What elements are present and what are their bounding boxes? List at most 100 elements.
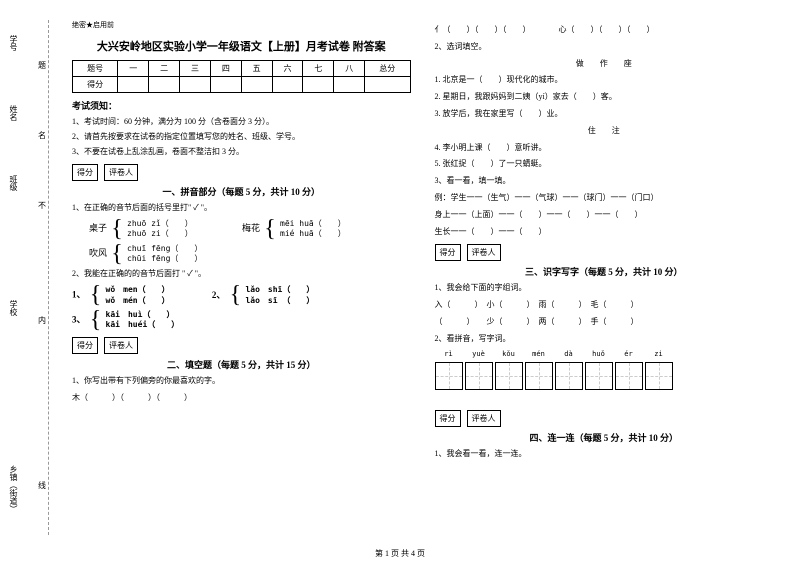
- s1-q2-row2: 3、 { kāi huì（ ）kāi huéi（ ）: [72, 310, 411, 331]
- s2-q2-l5: 5. 张红捉（ ）了一只蜻蜓。: [435, 158, 774, 171]
- pinyin-a: zhuō zǐ（ ）: [127, 219, 193, 229]
- dash-label-2: 名: [38, 130, 46, 141]
- score-row-label: 得分: [73, 77, 118, 93]
- notice-header: 考试须知：: [72, 99, 411, 112]
- pinyin-cell: kǒu: [495, 350, 523, 358]
- pinyin-a: mēi huā（ ）: [280, 219, 346, 229]
- side-label-4: 学校: [8, 300, 19, 316]
- s2-q3-ex: 例：学生一一（生气）一一（气球）一一（球门）一一（门口）: [435, 192, 774, 205]
- section-4-header: 得分 评卷人: [435, 410, 774, 427]
- th-4: 四: [210, 61, 241, 77]
- score-cell[interactable]: [118, 77, 149, 93]
- section-3-title: 三、识字写字（每题 5 分，共计 10 分）: [525, 265, 683, 278]
- grader-score[interactable]: 得分: [435, 244, 461, 261]
- num: 1、: [72, 290, 86, 300]
- left-column: 绝密★启用前 大兴安岭地区实验小学一年级语文【上册】月考试卷 附答案 题号 一 …: [60, 20, 423, 555]
- pinyin-b: zhuō zi（ ）: [127, 229, 193, 239]
- pinyin-cell: dà: [555, 350, 583, 358]
- section-2-header: 得分 评卷人: [72, 337, 411, 354]
- s3-q2: 2、看拼音，写字词。: [435, 333, 774, 346]
- side-label-3: 班级: [8, 175, 19, 191]
- grader-reviewer[interactable]: 评卷人: [104, 337, 138, 354]
- pinyin-b: lǎo sī （ ）: [245, 296, 314, 306]
- score-cell[interactable]: [180, 77, 211, 93]
- grid-box[interactable]: [615, 362, 643, 390]
- pinyin-b: kāi huéi（ ）: [106, 320, 180, 330]
- grid-box[interactable]: [495, 362, 523, 390]
- item-label: 吹风: [72, 246, 107, 259]
- dash-label-5: 线: [38, 480, 46, 491]
- score-cell[interactable]: [272, 77, 303, 93]
- s3-q1-line2: （ ） 少（ ） 两（ ） 手（ ）: [435, 316, 774, 329]
- item-label: 桌子: [72, 221, 107, 234]
- s2-q1: 1、你写出带有下列偏旁的你最喜欢的字。: [72, 375, 411, 388]
- grid-box[interactable]: [555, 362, 583, 390]
- s4-q1: 1、我会看一看，连一连。: [435, 448, 774, 461]
- pinyin-a: chuī fēng（ ）: [127, 244, 202, 254]
- grid-box[interactable]: [525, 362, 553, 390]
- s2-q3-l2: 生长一一（ ）一一（ ）: [435, 226, 774, 239]
- grid-box[interactable]: [465, 362, 493, 390]
- s2-q3: 3、看一看，填一填。: [435, 175, 774, 188]
- grader-reviewer[interactable]: 评卷人: [467, 410, 501, 427]
- s1-q2: 2、我能在正确的的音节后面打 " ✓ "。: [72, 268, 411, 281]
- item-label: 梅花: [225, 221, 260, 234]
- grid-box[interactable]: [435, 362, 463, 390]
- th-7: 七: [303, 61, 334, 77]
- pinyin-a: wǒ men（ ）: [106, 285, 170, 295]
- score-cell[interactable]: [303, 77, 334, 93]
- pinyin-b: chūi fēng（ ）: [127, 254, 202, 264]
- pinyin-cell: ér: [615, 350, 643, 358]
- pinyin-cell: zi: [645, 350, 673, 358]
- s1-q1-item1: 桌子 { zhuō zǐ（ ）zhuō zi（ ） 梅花 { mēi huā（ …: [72, 219, 411, 240]
- dash-label-1: 题: [38, 60, 46, 71]
- grader-score[interactable]: 得分: [72, 164, 98, 181]
- th-0: 题号: [73, 61, 118, 77]
- pinyin-a: kāi huì（ ）: [106, 310, 180, 320]
- page-container: 绝密★启用前 大兴安岭地区实验小学一年级语文【上册】月考试卷 附答案 题号 一 …: [0, 0, 800, 565]
- th-8: 八: [334, 61, 365, 77]
- left-brace-icon: {: [264, 222, 276, 236]
- section-3-header: 得分 评卷人: [435, 244, 774, 261]
- score-cell[interactable]: [241, 77, 272, 93]
- notice-1: 1、考试时间：60 分钟，满分为 100 分（含卷面分 3 分）。: [72, 116, 411, 128]
- th-3: 三: [180, 61, 211, 77]
- grid-box[interactable]: [585, 362, 613, 390]
- side-label-5: 乡镇（街道）: [8, 465, 19, 513]
- secret-label: 绝密★启用前: [72, 20, 411, 30]
- grader-score[interactable]: 得分: [72, 337, 98, 354]
- section-1-header: 得分 评卷人: [72, 164, 411, 181]
- s1-q2-row1: 1、 { wǒ men（ ）wǒ mén（ ） 2、 { lǎo shī（ ）l…: [72, 285, 411, 306]
- grader-score[interactable]: 得分: [435, 410, 461, 427]
- score-cell[interactable]: [149, 77, 180, 93]
- grid-box[interactable]: [645, 362, 673, 390]
- left-brace-icon: {: [90, 313, 102, 327]
- side-label-2: 姓名: [8, 105, 19, 121]
- grader-reviewer[interactable]: 评卷人: [467, 244, 501, 261]
- s2-right-top: 亻（ ）（ ）（ ） 心（ ）（ ）（ ）: [435, 24, 774, 37]
- s2-q2: 2、选词填空。: [435, 41, 774, 54]
- dash-label-4: 内: [38, 315, 46, 326]
- pinyin-cell: mén: [525, 350, 553, 358]
- th-6: 六: [272, 61, 303, 77]
- side-label-1: 学号: [8, 35, 19, 51]
- s1-q1: 1、在正确的音节后面的括号里打" ✓ "。: [72, 202, 411, 215]
- pinyin-b: wǒ mén（ ）: [106, 296, 170, 306]
- score-cell[interactable]: [210, 77, 241, 93]
- notice-3: 3、不要在试卷上乱涂乱画，卷面不整洁扣 3 分。: [72, 146, 411, 158]
- score-cell[interactable]: [334, 77, 365, 93]
- left-brace-icon: {: [111, 247, 123, 261]
- s2-q3-l1: 身上一一（上面）一一（ ）一一（ ）一一（ ）: [435, 209, 774, 222]
- left-brace-icon: {: [111, 222, 123, 236]
- pinyin-row: rì yuè kǒu mén dà huǒ ér zi: [435, 350, 774, 358]
- pinyin-cell: huǒ: [585, 350, 613, 358]
- score-cell[interactable]: [365, 77, 410, 93]
- dash-label-3: 不: [38, 200, 46, 211]
- num: 3、: [72, 314, 86, 324]
- s3-q1-line: 入（ ） 小（ ） 雨（ ） 毛（ ）: [435, 299, 774, 312]
- pinyin-cell: yuè: [465, 350, 493, 358]
- s1-q1-item3: 吹风 { chuī fēng（ ）chūi fēng（ ）: [72, 244, 411, 265]
- score-table: 题号 一 二 三 四 五 六 七 八 总分 得分: [72, 60, 411, 93]
- grader-reviewer[interactable]: 评卷人: [104, 164, 138, 181]
- s2-q2-l3: 3. 放学后，我在家里写（ ）业。: [435, 108, 774, 121]
